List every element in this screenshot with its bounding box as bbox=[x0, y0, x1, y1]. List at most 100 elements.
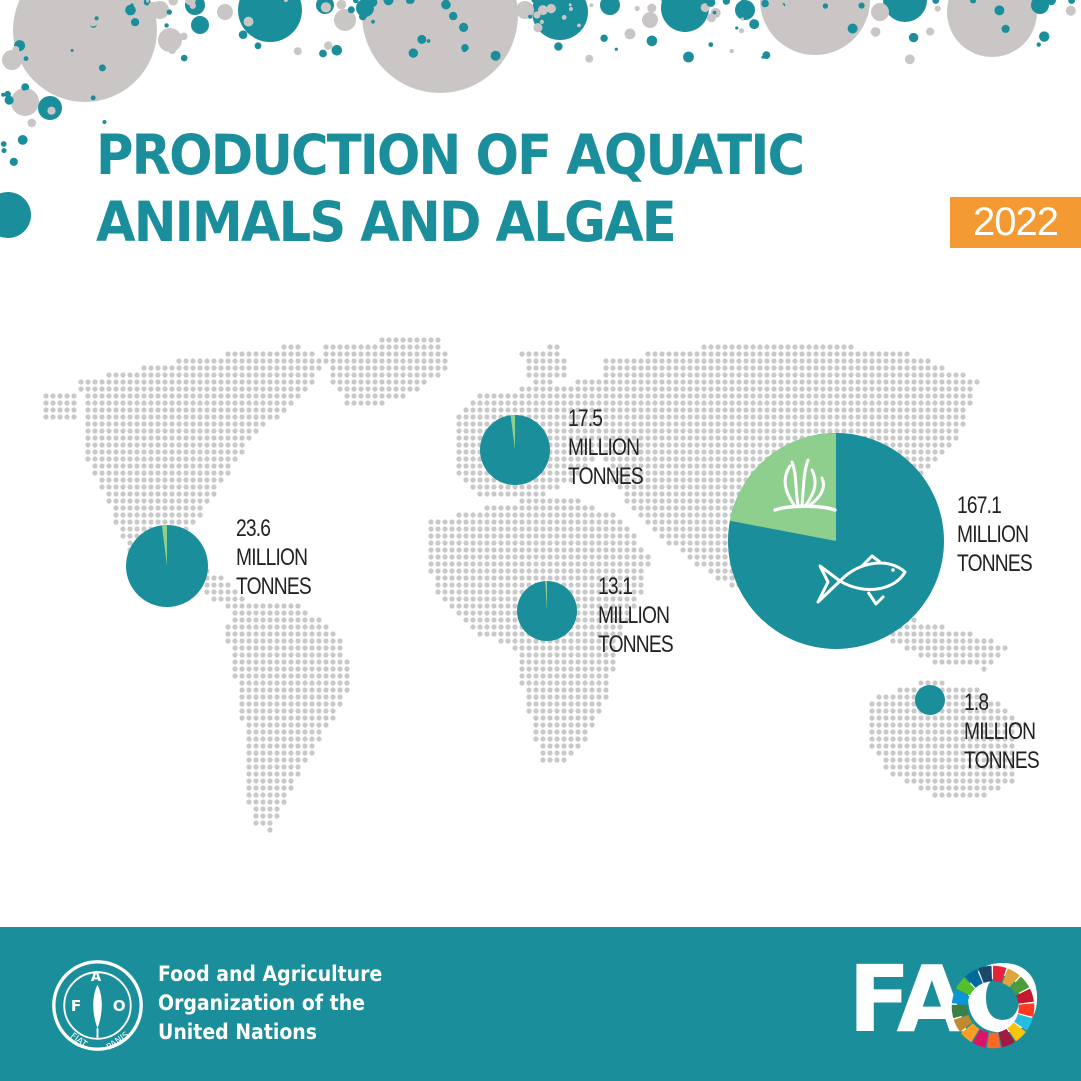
map-dot bbox=[785, 379, 791, 385]
map-dot bbox=[267, 785, 273, 791]
map-dot bbox=[50, 407, 56, 413]
seaweed-icon bbox=[773, 458, 837, 512]
map-dot bbox=[281, 750, 287, 756]
map-dot bbox=[442, 547, 448, 553]
map-dot bbox=[106, 393, 112, 399]
map-dot bbox=[127, 372, 133, 378]
deco-dot bbox=[26, 108, 33, 115]
page-title: PRODUCTION OF AQUATIC ANIMALS AND ALGAE bbox=[96, 122, 805, 256]
map-dot bbox=[575, 449, 581, 455]
map-dot bbox=[253, 358, 259, 364]
map-dot bbox=[680, 519, 686, 525]
map-dot bbox=[652, 435, 658, 441]
map-dot bbox=[701, 561, 707, 567]
map-dot bbox=[540, 561, 546, 567]
map-dot bbox=[428, 365, 434, 371]
map-dot bbox=[281, 631, 287, 637]
map-dot bbox=[967, 645, 973, 651]
map-dot bbox=[428, 358, 434, 364]
deco-dot bbox=[978, 16, 985, 23]
map-dot bbox=[554, 519, 560, 525]
map-dot bbox=[484, 554, 490, 560]
map-dot bbox=[680, 435, 686, 441]
map-dot bbox=[820, 365, 826, 371]
map-dot bbox=[792, 386, 798, 392]
map-dot bbox=[687, 365, 693, 371]
map-dot bbox=[715, 533, 721, 539]
map-dot bbox=[694, 477, 700, 483]
map-dot bbox=[918, 638, 924, 644]
map-dot bbox=[267, 666, 273, 672]
map-dot bbox=[113, 449, 119, 455]
map-dot bbox=[267, 400, 273, 406]
map-dot bbox=[897, 414, 903, 420]
map-dot bbox=[589, 449, 595, 455]
map-dot bbox=[267, 687, 273, 693]
map-dot bbox=[673, 365, 679, 371]
map-dot bbox=[197, 407, 203, 413]
map-dot bbox=[603, 456, 609, 462]
map-dot bbox=[638, 442, 644, 448]
map-dot bbox=[953, 435, 959, 441]
map-dot bbox=[547, 365, 553, 371]
map-dot bbox=[190, 519, 196, 525]
map-dot bbox=[603, 645, 609, 651]
map-dot bbox=[246, 351, 252, 357]
map-dot bbox=[1009, 715, 1015, 721]
map-dot bbox=[792, 428, 798, 434]
map-dot bbox=[708, 498, 714, 504]
map-dot bbox=[288, 393, 294, 399]
map-dot bbox=[414, 379, 420, 385]
map-dot bbox=[337, 673, 343, 679]
map-dot bbox=[484, 631, 490, 637]
deco-bubble bbox=[642, 12, 658, 28]
map-dot bbox=[624, 610, 630, 616]
map-dot bbox=[344, 680, 350, 686]
deco-dot bbox=[612, 0, 617, 3]
map-dot bbox=[645, 484, 651, 490]
map-dot bbox=[547, 463, 553, 469]
map-dot bbox=[694, 491, 700, 497]
map-dot bbox=[211, 393, 217, 399]
unit-oceania-line2: TONNES bbox=[964, 747, 1040, 774]
map-dot bbox=[267, 729, 273, 735]
map-dot bbox=[358, 400, 364, 406]
map-dot bbox=[666, 400, 672, 406]
map-dot bbox=[309, 379, 315, 385]
map-dot bbox=[127, 470, 133, 476]
map-dot bbox=[183, 400, 189, 406]
map-dot bbox=[239, 435, 245, 441]
map-dot bbox=[974, 379, 980, 385]
map-dot bbox=[603, 519, 609, 525]
map-dot bbox=[456, 470, 462, 476]
map-dot bbox=[988, 736, 994, 742]
map-dot bbox=[610, 435, 616, 441]
map-dot bbox=[841, 358, 847, 364]
map-dot bbox=[435, 344, 441, 350]
deco-bubble bbox=[735, 0, 755, 20]
map-dot bbox=[757, 449, 763, 455]
map-dot bbox=[92, 386, 98, 392]
map-dot bbox=[722, 519, 728, 525]
organization-name: Food and Agriculture Organization of the… bbox=[158, 960, 382, 1047]
map-dot bbox=[351, 344, 357, 350]
map-dot bbox=[582, 582, 588, 588]
map-dot bbox=[638, 400, 644, 406]
map-dot bbox=[407, 344, 413, 350]
map-dot bbox=[981, 652, 987, 658]
map-dot bbox=[295, 687, 301, 693]
map-dot bbox=[666, 463, 672, 469]
map-dot bbox=[925, 771, 931, 777]
map-dot bbox=[547, 379, 553, 385]
map-dot bbox=[645, 428, 651, 434]
deco-dot bbox=[130, 3, 134, 7]
map-dot bbox=[610, 540, 616, 546]
map-dot bbox=[470, 596, 476, 602]
map-dot bbox=[750, 463, 756, 469]
map-dot bbox=[302, 715, 308, 721]
map-dot bbox=[463, 610, 469, 616]
map-dot bbox=[953, 379, 959, 385]
map-dot bbox=[974, 687, 980, 693]
map-dot bbox=[603, 659, 609, 665]
map-dot bbox=[743, 407, 749, 413]
